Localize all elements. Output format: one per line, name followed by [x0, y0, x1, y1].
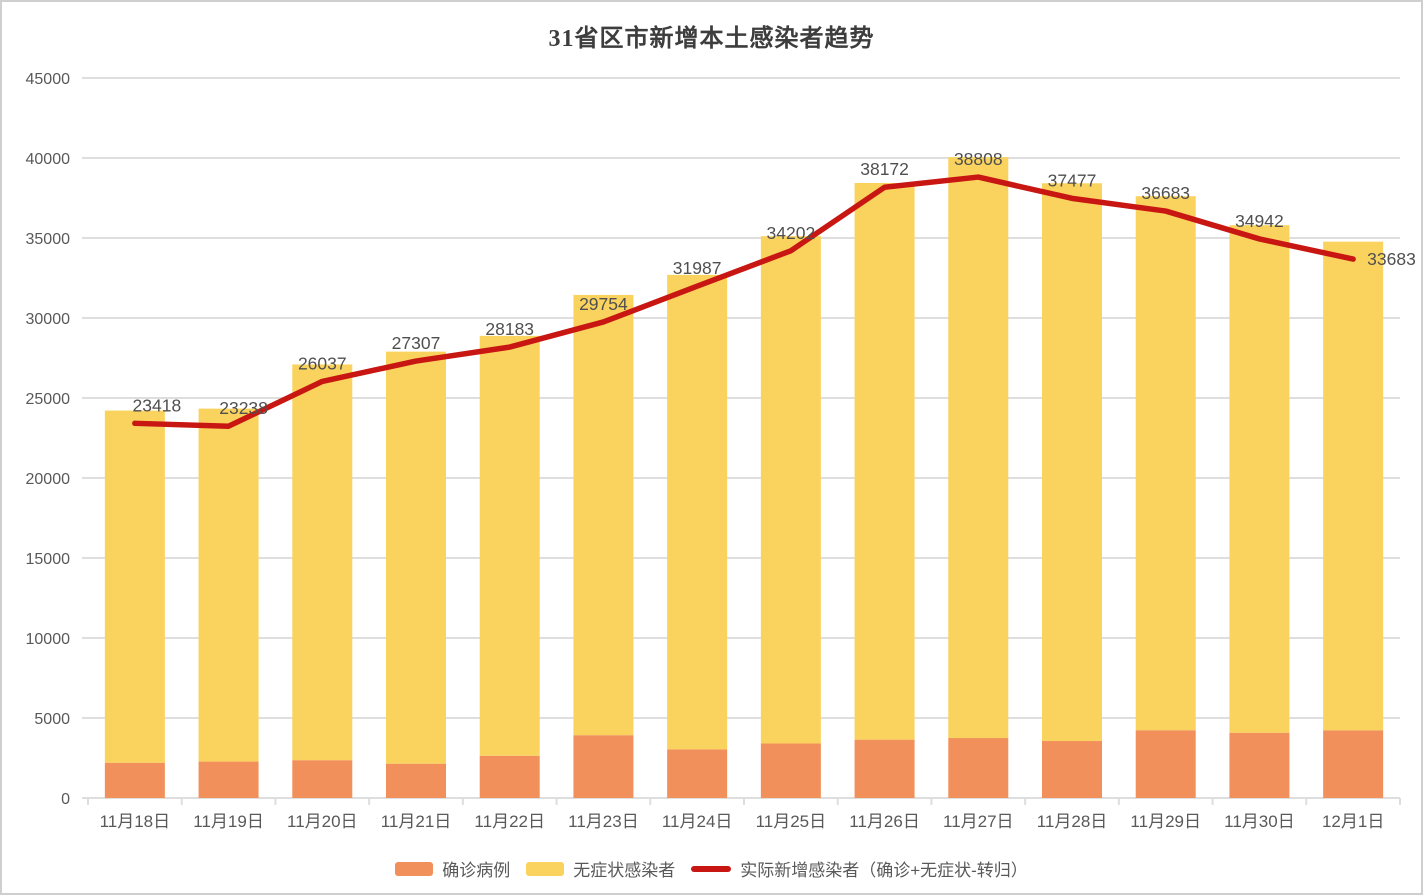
y-axis-label: 30000 — [26, 311, 71, 328]
x-axis-label: 11月21日 — [381, 812, 452, 831]
x-axis-label: 11月25日 — [756, 812, 827, 831]
x-axis-label: 11月20日 — [287, 812, 358, 831]
bar-confirmed — [573, 735, 634, 798]
chart-title: 31省区市新增本土感染者趋势 — [548, 26, 875, 52]
legend-label-confirmed: 确诊病例 — [442, 861, 511, 880]
bar-asymptomatic — [386, 351, 446, 764]
x-axis-label: 12月1日 — [1322, 812, 1384, 831]
bar-asymptomatic — [1135, 196, 1196, 731]
data-label: 27307 — [392, 333, 441, 353]
x-axis-label: 11月19日 — [193, 812, 264, 831]
y-axis-label: 40000 — [26, 151, 71, 168]
data-label: 26037 — [298, 353, 347, 373]
x-axis-label: 11月22日 — [474, 812, 545, 831]
y-axis-label: 5000 — [34, 711, 70, 728]
legend-item-asymptomatic[interactable]: 无症状感染者 — [526, 856, 675, 881]
bar-confirmed — [760, 743, 821, 798]
legend-label-actual-new: 实际新增感染者（确诊+无症状-转归） — [740, 861, 1028, 880]
data-label: 36683 — [1141, 183, 1190, 203]
x-axis-label: 11月27日 — [943, 812, 1014, 831]
data-label: 38172 — [860, 159, 909, 179]
bar-confirmed — [1135, 730, 1196, 798]
bar-confirmed — [1229, 732, 1290, 798]
bar-asymptomatic — [667, 274, 728, 750]
bar-asymptomatic — [479, 335, 540, 756]
bar-asymptomatic — [573, 294, 634, 736]
data-label: 37477 — [1048, 170, 1097, 190]
bar-asymptomatic — [104, 410, 165, 763]
y-axis-label: 15000 — [26, 551, 71, 568]
bar-confirmed — [104, 762, 165, 798]
bar-confirmed — [292, 760, 353, 798]
y-axis-label: 25000 — [26, 391, 71, 408]
bar-confirmed — [479, 755, 540, 798]
data-label: 31987 — [673, 258, 722, 278]
y-axis-label: 35000 — [26, 231, 71, 248]
y-axis-label: 45000 — [26, 71, 71, 88]
bar-confirmed — [198, 761, 259, 798]
bar-asymptomatic — [1323, 241, 1384, 731]
data-label: 33683 — [1367, 249, 1416, 269]
bar-asymptomatic — [292, 364, 353, 761]
bar-asymptomatic — [948, 157, 1009, 739]
x-axis-label: 11月28日 — [1037, 812, 1108, 831]
data-label: 23238 — [219, 398, 268, 418]
x-axis-label: 11月23日 — [568, 812, 639, 831]
bar-asymptomatic — [854, 182, 915, 740]
data-label: 34942 — [1235, 211, 1284, 231]
bar-confirmed — [948, 738, 1009, 798]
bar-asymptomatic — [1229, 225, 1290, 733]
chart-legend: 确诊病例 无症状感染者 实际新增感染者（确诊+无症状-转归） — [0, 856, 1423, 881]
data-label: 38808 — [954, 149, 1003, 169]
x-axis-label: 11月26日 — [849, 812, 920, 831]
data-label: 28183 — [485, 319, 534, 339]
bar-confirmed — [1323, 730, 1384, 798]
trend-line-swatch-icon — [691, 865, 732, 872]
legend-label-asymptomatic: 无症状感染者 — [573, 861, 676, 880]
bar-confirmed — [1042, 741, 1102, 798]
y-axis-label: 10000 — [26, 631, 71, 648]
y-axis-label: 0 — [61, 791, 70, 808]
trend-line — [132, 174, 1356, 429]
bar-asymptomatic — [198, 408, 259, 762]
x-axis-label: 11月30日 — [1224, 812, 1295, 831]
bar-confirmed — [667, 749, 728, 798]
bar-asymptomatic — [1042, 183, 1102, 742]
legend-item-actual-new[interactable]: 实际新增感染者（确诊+无症状-转归） — [691, 856, 1028, 881]
asymptomatic-swatch-icon — [526, 861, 565, 876]
x-axis-label: 11月18日 — [100, 812, 171, 831]
data-label: 34202 — [767, 223, 816, 243]
y-axis-label: 20000 — [26, 471, 71, 488]
bar-confirmed — [386, 763, 446, 798]
x-axis-label: 11月29日 — [1130, 812, 1201, 831]
data-label: 23418 — [133, 395, 182, 415]
bar-confirmed — [854, 739, 915, 798]
bar-asymptomatic — [760, 236, 821, 744]
data-label: 29754 — [579, 294, 628, 314]
confirmed-swatch-icon — [395, 861, 434, 876]
x-axis-label: 11月24日 — [662, 812, 733, 831]
legend-item-confirmed[interactable]: 确诊病例 — [395, 856, 510, 881]
